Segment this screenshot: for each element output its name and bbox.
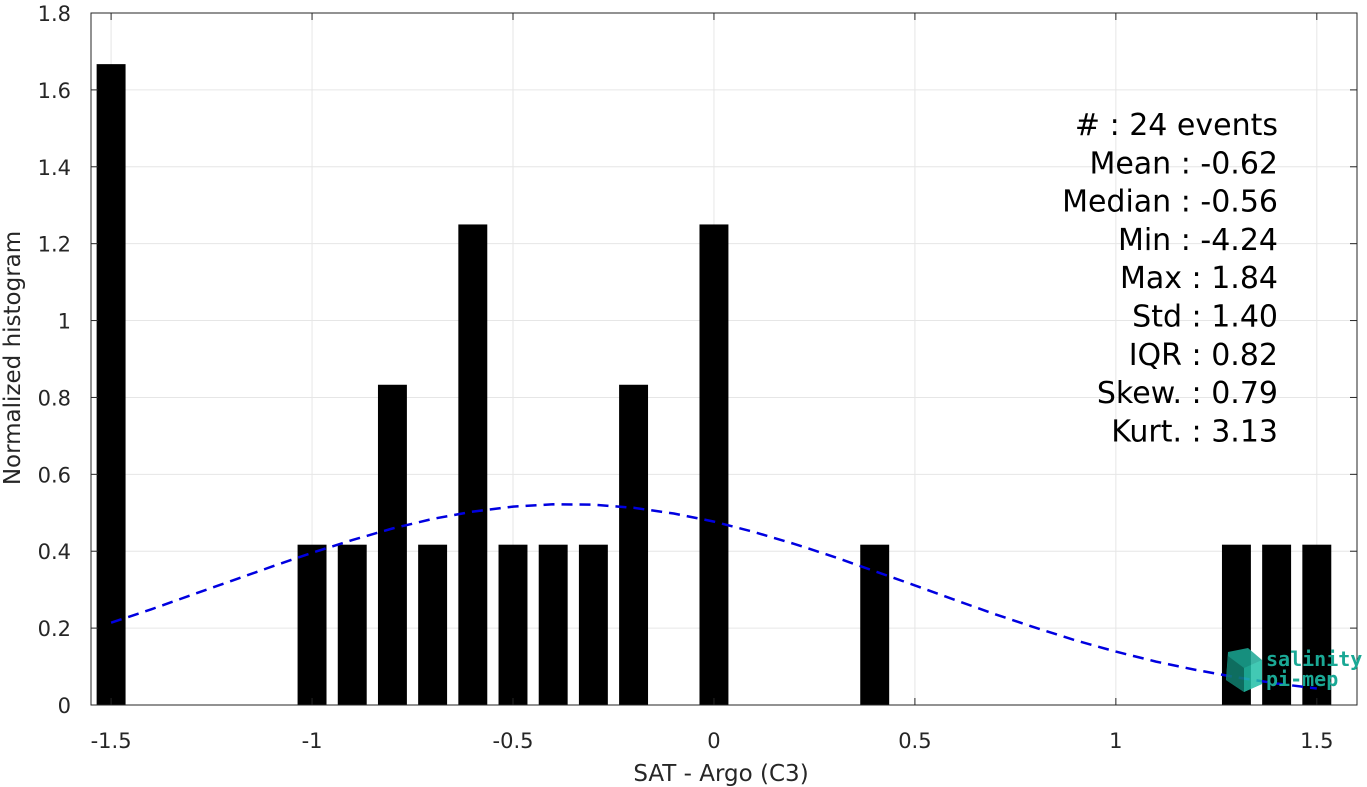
histogram-bar bbox=[578, 544, 608, 705]
x-tick-label: -0.5 bbox=[493, 729, 534, 753]
histogram-bar bbox=[538, 544, 568, 705]
y-tick-label: 0 bbox=[58, 694, 71, 718]
logo-text-line1: salinity bbox=[1266, 647, 1362, 671]
x-axis-ticks: -1.5 -1 -0.5 0 0.5 1 1.5 bbox=[91, 13, 1334, 753]
histogram-bar bbox=[297, 544, 327, 705]
plot-area-frame bbox=[90, 12, 1358, 706]
bars bbox=[96, 64, 1332, 706]
salinity-pimep-logo: salinity pi-mep bbox=[1226, 647, 1362, 692]
stat-line: # : 24 events bbox=[1075, 108, 1278, 143]
y-tick-label: 1.8 bbox=[38, 2, 71, 26]
y-tick-label: 0.4 bbox=[38, 540, 71, 564]
stat-line: Skew. : 0.79 bbox=[1097, 376, 1278, 411]
stat-line: IQR : 0.82 bbox=[1129, 338, 1278, 373]
normal-fit-curve bbox=[110, 503, 1317, 690]
y-tick-label: 1.6 bbox=[38, 79, 71, 103]
x-tick-label: 1 bbox=[1109, 729, 1122, 753]
histogram-bar bbox=[619, 384, 649, 705]
stat-line: Mean : -0.62 bbox=[1089, 146, 1278, 181]
y-axis-ticks: 0 0.2 0.4 0.6 0.8 1 1.2 1.4 1.6 1.8 bbox=[38, 2, 1357, 718]
x-tick-label: 0 bbox=[707, 729, 720, 753]
histogram-bar bbox=[418, 544, 448, 705]
logo-text-line2: pi-mep bbox=[1266, 667, 1338, 691]
stat-line: Kurt. : 3.13 bbox=[1111, 414, 1278, 449]
y-tick-label: 1.4 bbox=[38, 156, 71, 180]
histogram-bar bbox=[860, 544, 890, 705]
y-tick-label: 0.2 bbox=[38, 617, 71, 641]
y-tick-label: 1 bbox=[58, 310, 71, 334]
stat-line: Std : 1.40 bbox=[1132, 300, 1278, 335]
histogram-bar bbox=[96, 64, 126, 706]
y-tick-label: 0.6 bbox=[38, 463, 71, 487]
x-tick-label: -1.5 bbox=[91, 729, 132, 753]
stat-line: Min : -4.24 bbox=[1118, 223, 1278, 258]
histogram-bar bbox=[498, 544, 528, 705]
histogram-bar bbox=[1262, 544, 1292, 705]
cube-logo-icon bbox=[1226, 648, 1262, 692]
stat-line: Max : 1.84 bbox=[1120, 261, 1278, 296]
y-tick-label: 1.2 bbox=[38, 233, 71, 257]
histogram-bar bbox=[699, 224, 729, 705]
x-tick-label: -1 bbox=[302, 729, 323, 753]
x-tick-label: 1.5 bbox=[1300, 729, 1333, 753]
stat-line: Median : -0.56 bbox=[1062, 185, 1278, 220]
x-axis-label: SAT - Argo (C3) bbox=[633, 761, 808, 787]
histogram-bar bbox=[1302, 544, 1332, 705]
histogram-bar bbox=[458, 224, 488, 705]
histogram-bar bbox=[337, 544, 367, 705]
y-tick-label: 0.8 bbox=[38, 386, 71, 410]
x-tick-label: 0.5 bbox=[898, 729, 931, 753]
y-axis-label: Normalized histogram bbox=[0, 231, 26, 485]
histogram-bar bbox=[377, 384, 407, 705]
